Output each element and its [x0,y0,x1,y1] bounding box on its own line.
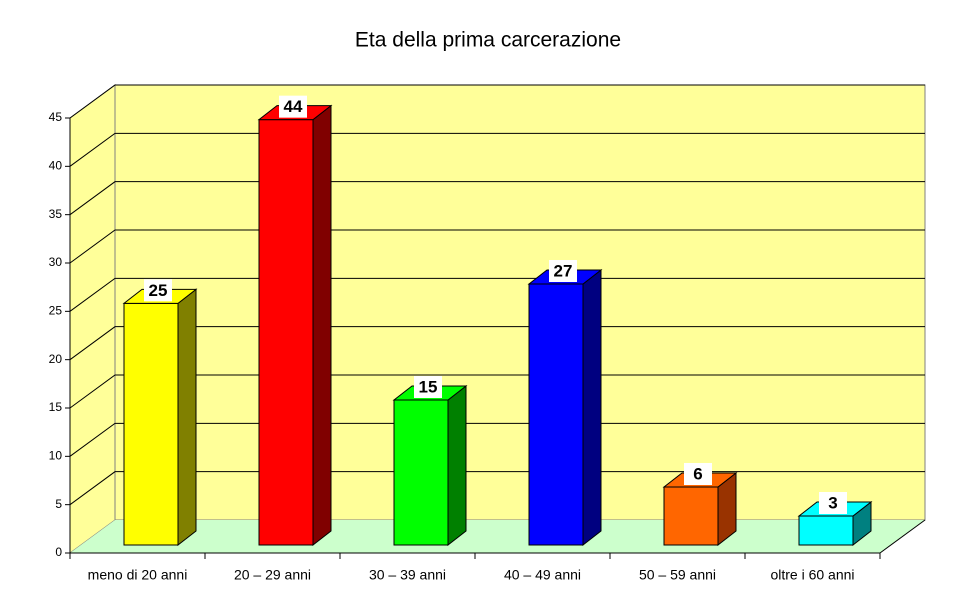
data-label: 44 [284,97,303,116]
x-tick-label: oltre i 60 anni [770,567,854,583]
bar-front [798,515,854,546]
grid-line [69,181,925,216]
grid-line [69,132,925,167]
chart-title: Eta della prima carcerazione [355,29,621,52]
bar-side [312,104,332,547]
data-label-box [144,279,172,302]
grid-line [69,326,925,361]
y-tick-label: 5 [55,497,62,511]
y-tick-label: 15 [49,400,63,414]
grid-line [69,471,925,506]
bar-side [447,384,467,547]
bar-front [528,283,584,546]
bar-front [258,119,314,546]
y-tick-label: 45 [49,110,63,124]
data-label-box [819,492,847,514]
bar-side [582,268,602,547]
grid-line [69,84,925,119]
data-label-box [549,260,577,282]
x-tick-label: 30 – 39 anni [369,567,446,583]
y-tick-label: 35 [49,207,63,221]
data-label-box [279,95,307,118]
data-label: 15 [419,377,438,396]
x-tick-label: 40 – 49 anni [504,567,581,583]
data-label-box [684,463,712,485]
back-wall [114,84,926,521]
x-tick-label: 20 – 29 anni [234,567,311,583]
floor [70,520,925,553]
y-tick-label: 25 [49,304,63,318]
bar-front [663,486,719,546]
floor-edge [879,519,926,554]
bar-side [177,288,197,547]
y-tick-label: 20 [49,352,63,366]
data-label: 6 [693,464,702,483]
data-label: 25 [149,281,168,300]
grid-line [69,229,925,264]
y-tick-label: 40 [49,159,63,173]
y-tick-label: 10 [49,449,63,463]
bar-front [123,302,179,546]
data-label: 3 [828,493,837,512]
bar-front [393,399,449,546]
x-tick-label: meno di 20 anni [88,567,188,583]
y-tick-label: 0 [55,545,62,559]
grid-line [69,374,925,409]
side-wall [69,84,116,554]
grid-line [69,277,925,312]
y-tick-label: 30 [49,255,63,269]
data-label-box [414,376,442,398]
x-tick-label: 50 – 59 anni [639,567,716,583]
data-label: 27 [554,261,573,280]
grid-line [69,422,925,457]
